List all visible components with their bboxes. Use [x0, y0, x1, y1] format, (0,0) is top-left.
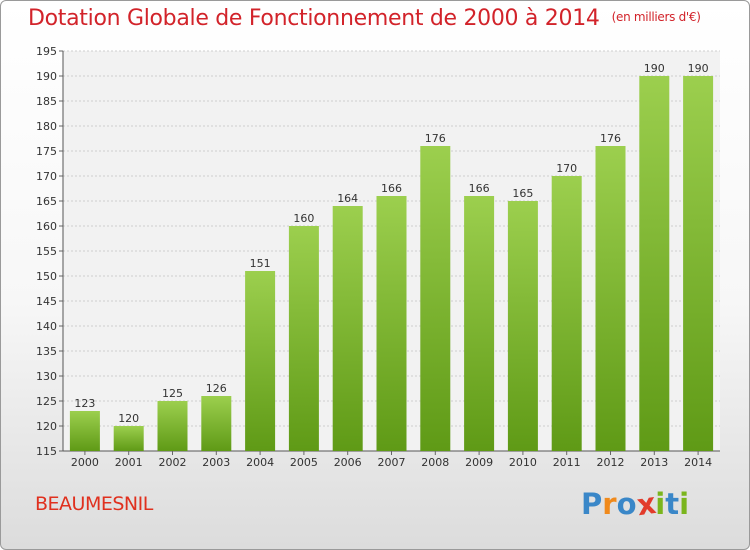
bar-value-label: 120 [118, 412, 139, 425]
x-tick-label: 2001 [115, 456, 143, 469]
y-tick-label: 180 [36, 120, 57, 133]
bar-value-label: 160 [293, 212, 314, 225]
bar-value-label: 126 [206, 382, 227, 395]
y-tick-label: 125 [36, 395, 57, 408]
x-tick-label: 2003 [202, 456, 230, 469]
chart-title: Dotation Globale de Fonctionnement de 20… [28, 6, 701, 31]
y-tick-label: 190 [36, 70, 57, 83]
y-tick-label: 150 [36, 270, 57, 283]
bar-2008 [420, 146, 451, 451]
bar-2011 [551, 176, 582, 451]
title-text: Dotation Globale de Fonctionnement de 20… [28, 6, 600, 31]
bar-value-label: 170 [556, 162, 577, 175]
bar-2012 [595, 146, 626, 451]
x-tick-label: 2011 [553, 456, 581, 469]
bar-2002 [157, 401, 188, 451]
y-tick-label: 115 [36, 445, 57, 458]
y-tick-label: 165 [36, 195, 57, 208]
y-tick-label: 130 [36, 370, 57, 383]
x-tick-label: 2007 [378, 456, 406, 469]
commune-name: BEAUMESNIL [35, 493, 153, 515]
bar-value-label: 125 [162, 387, 183, 400]
bar-2001 [113, 426, 144, 451]
bar-2007 [376, 196, 407, 451]
proxiti-logo: Proxiti [581, 485, 690, 523]
y-tick-label: 145 [36, 295, 57, 308]
x-tick-label: 2010 [509, 456, 537, 469]
y-tick-label: 140 [36, 320, 57, 333]
logo-letter: r [602, 487, 617, 521]
logo-letter: x [634, 485, 658, 523]
x-tick-label: 2004 [246, 456, 274, 469]
y-tick-label: 135 [36, 345, 57, 358]
bar-2009 [464, 196, 495, 451]
bar-2003 [201, 396, 232, 451]
x-tick-label: 2002 [159, 456, 187, 469]
bar-value-label: 190 [644, 62, 665, 75]
chart-subtitle: (en milliers d'€) [611, 10, 701, 24]
y-tick-label: 120 [36, 420, 57, 433]
bar-value-label: 176 [600, 132, 621, 145]
logo-letter: i [679, 487, 690, 521]
y-tick-label: 170 [36, 170, 57, 183]
x-tick-label: 2008 [421, 456, 449, 469]
bar-2014 [683, 76, 714, 451]
bar-2010 [507, 201, 538, 451]
bar-value-label: 151 [250, 257, 271, 270]
y-tick-label: 175 [36, 145, 57, 158]
logo-letter: i [655, 487, 666, 521]
logo-letter: t [665, 487, 680, 521]
y-tick-label: 195 [36, 45, 57, 58]
logo-letter: P [581, 487, 603, 521]
bar-value-label: 165 [512, 187, 533, 200]
bar-value-label: 166 [469, 182, 490, 195]
bar-value-label: 123 [74, 397, 95, 410]
bar-2004 [245, 271, 276, 451]
x-tick-label: 2006 [334, 456, 362, 469]
x-tick-label: 2013 [640, 456, 668, 469]
bar-2006 [332, 206, 363, 451]
x-tick-label: 2000 [71, 456, 99, 469]
x-tick-label: 2014 [684, 456, 712, 469]
x-tick-label: 2009 [465, 456, 493, 469]
y-tick-label: 185 [36, 95, 57, 108]
bar-value-label: 190 [688, 62, 709, 75]
bar-2000 [69, 411, 100, 451]
x-tick-label: 2005 [290, 456, 318, 469]
bar-2013 [639, 76, 670, 451]
bar-2005 [288, 226, 319, 451]
bar-value-label: 164 [337, 192, 358, 205]
logo-letter: o [616, 487, 637, 521]
bar-value-label: 176 [425, 132, 446, 145]
y-tick-label: 155 [36, 245, 57, 258]
x-tick-label: 2012 [597, 456, 625, 469]
bar-value-label: 166 [381, 182, 402, 195]
y-tick-label: 160 [36, 220, 57, 233]
